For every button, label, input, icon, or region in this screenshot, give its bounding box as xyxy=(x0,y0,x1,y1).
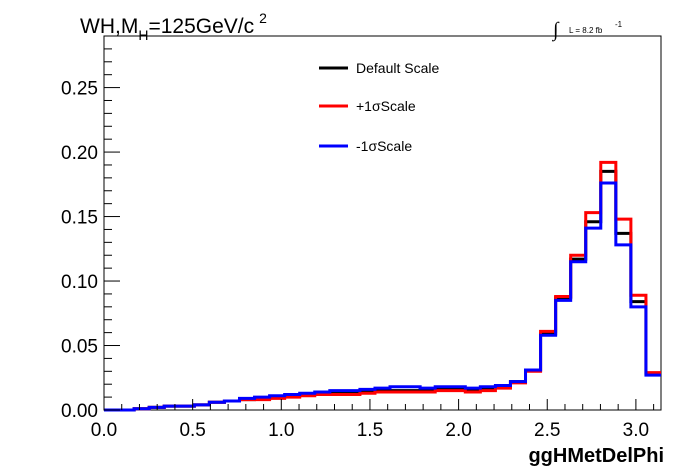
x-tick-label: 1.5 xyxy=(357,420,383,441)
series-line-2 xyxy=(104,181,661,412)
legend-label: +1σScale xyxy=(356,98,416,114)
svg-text:-1: -1 xyxy=(615,20,623,29)
svg-text:L = 8.2 fb: L = 8.2 fb xyxy=(569,26,603,35)
x-axis-title: ggHMetDelPhi xyxy=(528,445,664,467)
y-tick-label: 0.25 xyxy=(61,79,98,100)
series-line-0 xyxy=(104,169,661,412)
x-tick-label: 0.5 xyxy=(179,420,205,441)
svg-text:∫: ∫ xyxy=(551,19,560,42)
series-line-1 xyxy=(104,160,661,412)
luminosity-label: ∫ L = 8.2 fb -1 xyxy=(551,19,623,42)
legend-label: -1σScale xyxy=(356,138,412,154)
x-tick-label: 2.5 xyxy=(534,420,560,441)
x-tick-label: 0.0 xyxy=(91,420,117,441)
y-tick-label: 0.20 xyxy=(61,143,98,164)
plot-frame xyxy=(103,35,662,411)
y-tick-label: 0.10 xyxy=(61,272,98,293)
y-tick-label: 0.00 xyxy=(61,401,98,422)
series-layer xyxy=(104,160,661,412)
y-tick-label: 0.05 xyxy=(61,337,98,358)
chart-title: WH,MH=125GeV/c 2 xyxy=(80,10,267,43)
x-tick-label: 1.0 xyxy=(268,420,294,441)
legend: Default Scale +1σScale -1σScale xyxy=(319,60,439,154)
axes-layer: 0.0 0.5 1.0 1.5 2.0 2.5 3.0 0.00 0.05 0.10 0.15 0.2… xyxy=(61,35,655,441)
x-tick-label: 2.0 xyxy=(445,420,471,441)
legend-label: Default Scale xyxy=(356,60,439,76)
x-tick-label: 3.0 xyxy=(623,420,649,441)
y-tick-label: 0.15 xyxy=(61,208,98,229)
